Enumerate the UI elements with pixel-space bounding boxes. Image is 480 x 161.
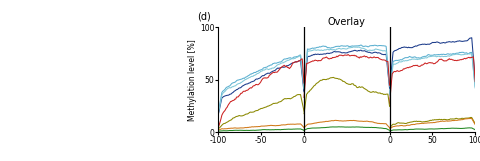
Y-axis label: Methylation level [%]: Methylation level [%] bbox=[188, 39, 197, 121]
Text: (d): (d) bbox=[197, 11, 211, 21]
Title: Overlay: Overlay bbox=[328, 17, 366, 27]
